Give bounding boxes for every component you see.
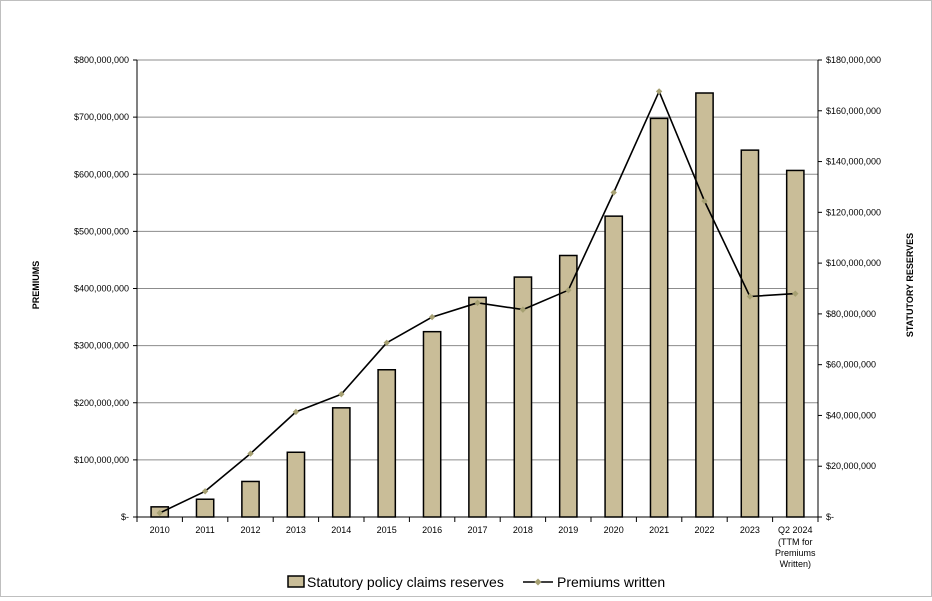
x-tick-label: 2014 <box>331 525 351 535</box>
right-tick-label: $40,000,000 <box>826 410 876 420</box>
premiums-point <box>565 287 572 294</box>
left-tick-label: $200,000,000 <box>74 398 129 408</box>
x-tick-sublabel: Premiums <box>775 548 816 558</box>
legend-bar-label: Statutory policy claims reserves <box>307 574 504 590</box>
left-tick-label: $300,000,000 <box>74 341 129 351</box>
premiums-point <box>655 88 663 95</box>
reserves-bar <box>241 480 260 518</box>
legend-line-label: Premiums written <box>557 574 665 590</box>
reserves-bar <box>649 117 669 518</box>
legend: Statutory policy claims reserves Premium… <box>287 574 665 590</box>
right-tick-label: $140,000,000 <box>826 157 881 167</box>
left-tick-label: $600,000,000 <box>74 169 129 179</box>
premiums-point <box>519 306 527 313</box>
right-tick-label: $20,000,000 <box>826 461 876 471</box>
left-tick-label: $400,000,000 <box>74 284 129 294</box>
x-tick-label: 2011 <box>195 525 214 535</box>
right-tick-label: $120,000,000 <box>826 207 881 217</box>
x-tick-label: 2012 <box>240 525 260 535</box>
x-tick-label: 2022 <box>694 525 714 535</box>
right-tick-label: $100,000,000 <box>826 258 881 268</box>
left-axis-ticks: $- $100,000,000 $200,000,000 $300,000,000 $4… <box>74 55 129 522</box>
x-tick-sublabel: Written) <box>780 559 811 569</box>
legend-line-marker <box>534 578 542 586</box>
right-tick-label: $180,000,000 <box>826 55 881 65</box>
right-tick-label: $60,000,000 <box>826 360 876 370</box>
left-tick-label: $- <box>121 512 129 522</box>
premiums-point <box>247 450 254 457</box>
reserves-bar <box>468 296 487 518</box>
left-tick-label: $700,000,000 <box>74 112 129 122</box>
left-tick-label: $800,000,000 <box>74 55 129 65</box>
right-axis-ticks: $- $20,000,000 $40,000,000 $60,000,000 $80,0… <box>826 55 881 522</box>
left-axis-title: PREMIUMS <box>31 261 41 310</box>
reserves-bar <box>377 368 397 518</box>
reserves-bar <box>695 92 714 518</box>
reserves-bar <box>740 149 760 518</box>
premiums-point <box>428 313 436 321</box>
right-axis-title: STATUTORY RESERVES <box>905 233 915 337</box>
left-tick-label: $500,000,000 <box>74 226 129 236</box>
reserves-bar <box>604 215 624 518</box>
x-tick-sublabel: (TTM for <box>778 537 813 547</box>
premiums-point <box>792 290 799 297</box>
axes <box>133 59 822 522</box>
x-tick-label: 2013 <box>286 525 306 535</box>
right-tick-label: $- <box>826 512 834 522</box>
premiums-point <box>338 390 345 398</box>
right-tick-label: $80,000,000 <box>826 309 876 319</box>
reserves-bar <box>331 407 351 518</box>
premiums-point <box>610 189 617 196</box>
x-tick-label: 2018 <box>513 525 533 535</box>
reserves-bar <box>286 451 306 518</box>
premiums-point <box>701 197 708 205</box>
premiums-point <box>746 293 754 300</box>
premiums-point <box>383 339 390 346</box>
x-tick-label: 2021 <box>649 525 669 535</box>
x-tick-label: 2019 <box>558 525 578 535</box>
right-tick-label: $160,000,000 <box>826 106 881 116</box>
legend-bar-swatch <box>287 575 305 588</box>
x-tick-label: 2015 <box>377 525 397 535</box>
left-tick-label: $100,000,000 <box>74 455 129 465</box>
premiums-line <box>156 88 799 517</box>
premiums-point <box>292 408 300 416</box>
x-tick-label: 2016 <box>422 525 442 535</box>
x-tick-label: Q2 2024 <box>778 525 813 535</box>
reserves-bar <box>785 169 805 518</box>
premiums-point <box>156 509 163 517</box>
reserves-bar <box>422 330 442 518</box>
x-tick-label: 2023 <box>740 525 760 535</box>
reserves-bar <box>513 276 533 518</box>
x-tick-label: 2010 <box>150 525 170 535</box>
x-tick-label: 2020 <box>604 525 624 535</box>
reserves-bars <box>150 92 805 518</box>
x-axis-ticks: 2010 2011 2012 2013 2014 2015 2016 2017 2018 2019… <box>150 525 816 569</box>
reserves-bar <box>558 254 578 518</box>
x-tick-label: 2017 <box>467 525 487 535</box>
premiums-point <box>474 299 481 306</box>
premiums-point <box>201 488 209 495</box>
reserves-bar <box>195 498 215 518</box>
